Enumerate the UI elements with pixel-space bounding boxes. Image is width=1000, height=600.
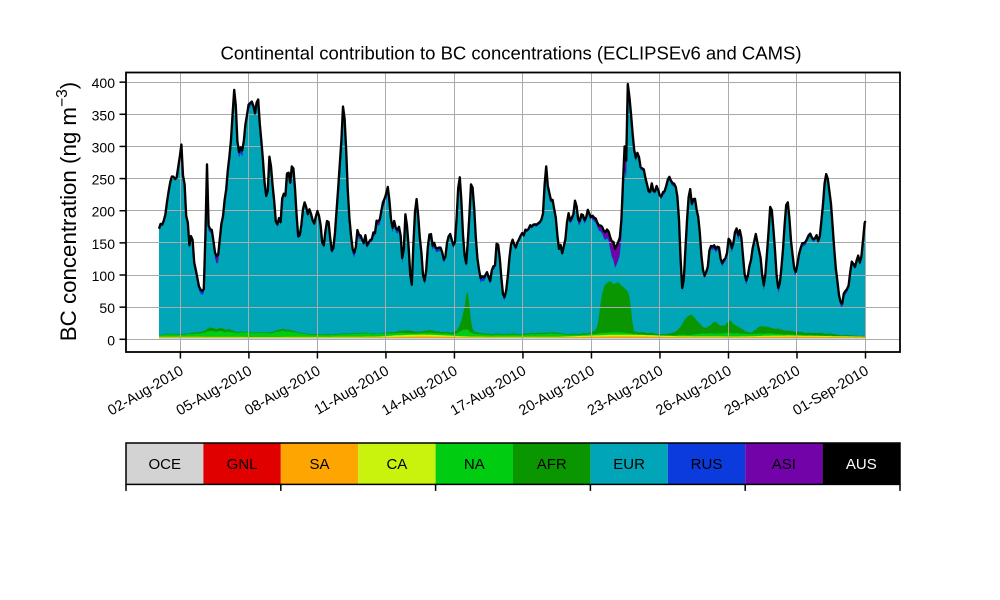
svg-text:OCE: OCE [148,456,181,473]
svg-text:0: 0 [107,332,115,348]
svg-text:350: 350 [92,107,116,123]
svg-text:200: 200 [92,204,116,220]
svg-text:BC concentration (ng m−3): BC concentration (ng m−3) [54,82,81,341]
svg-text:400: 400 [92,75,116,91]
svg-text:300: 300 [92,139,116,155]
svg-text:SA: SA [309,456,329,473]
svg-text:100: 100 [92,268,116,284]
svg-text:Continental contribution to BC: Continental contribution to BC concentra… [221,43,802,64]
svg-text:AFR: AFR [537,456,567,473]
svg-text:250: 250 [92,172,116,188]
svg-text:50: 50 [99,300,115,316]
svg-text:CA: CA [386,456,407,473]
svg-text:RUS: RUS [691,456,723,473]
svg-text:NA: NA [464,456,485,473]
svg-text:150: 150 [92,236,116,252]
svg-text:ASI: ASI [772,456,796,473]
svg-text:GNL: GNL [227,456,258,473]
svg-text:AUS: AUS [846,456,877,473]
svg-text:EUR: EUR [613,456,645,473]
